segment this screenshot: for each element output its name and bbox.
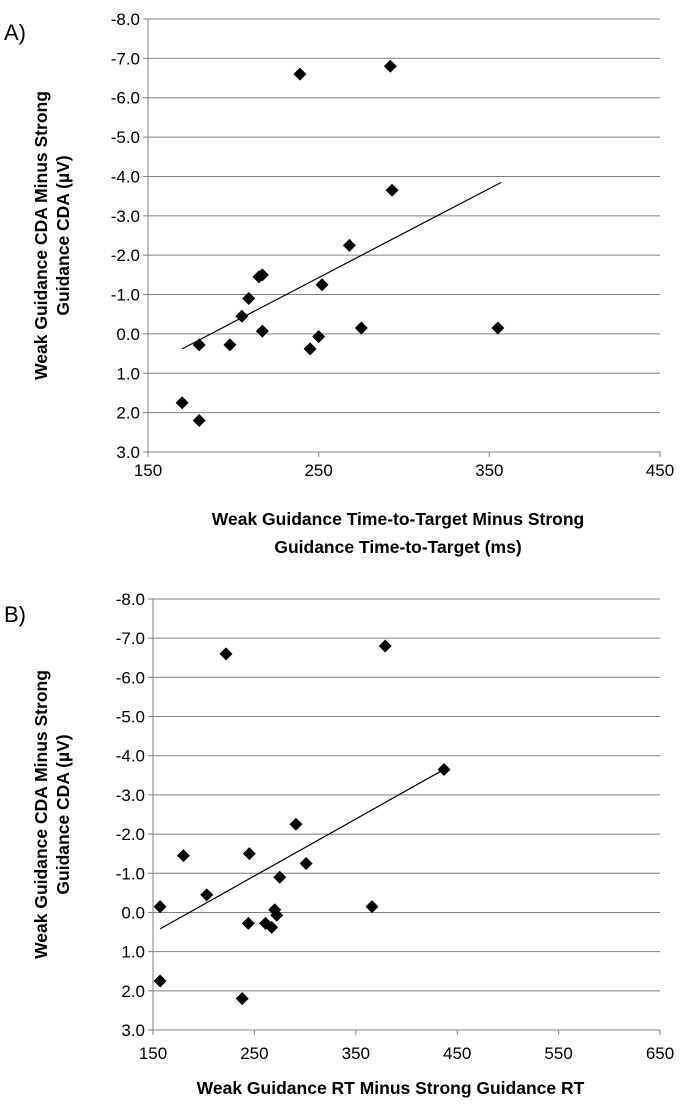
y-tick-label: -6.0 (111, 89, 140, 108)
x-tick-label: 450 (646, 461, 674, 480)
data-point (242, 291, 256, 305)
x-tick-label: 350 (342, 1044, 370, 1063)
y-axis-title: Weak Guidance CDA Minus Strong (31, 670, 51, 959)
data-point (315, 278, 329, 292)
data-point (491, 321, 505, 335)
data-point (437, 762, 451, 776)
x-tick-label: 550 (544, 1044, 572, 1063)
data-point (241, 916, 255, 930)
data-point (235, 992, 249, 1006)
data-point (175, 396, 189, 410)
data-point (303, 342, 317, 356)
data-point (200, 888, 214, 902)
data-point (383, 59, 397, 73)
panel-label: A) (4, 20, 26, 45)
y-tick-label: 3.0 (121, 1021, 145, 1040)
y-tick-label: -4.0 (111, 167, 140, 186)
data-point (293, 67, 307, 81)
data-point (270, 908, 284, 922)
data-point (223, 338, 237, 352)
y-tick-label: -3.0 (111, 207, 140, 226)
y-tick-label: -3.0 (116, 786, 145, 805)
y-tick-label: 2.0 (121, 982, 145, 1001)
chart-panel-1: A) -8.0 -7.0 -6.0 -5.0 -4.0 -3.0 -2.0 -1.0 0.0 1.0… (4, 10, 674, 557)
y-tick-label: -7.0 (111, 49, 140, 68)
x-tick-label: 650 (646, 1044, 674, 1063)
data-point (153, 900, 167, 914)
x-tick-label: 350 (475, 461, 503, 480)
data-point (354, 321, 368, 335)
y-tick-label: -7.0 (116, 629, 145, 648)
trendline (181, 181, 502, 350)
y-tick-label: 1.0 (121, 943, 145, 962)
data-point (385, 183, 399, 197)
data-point (242, 847, 256, 861)
x-axis-title: Weak Guidance RT Minus Strong Guidance R… (197, 1078, 585, 1098)
y-tick-label: 3.0 (116, 443, 140, 462)
data-point (312, 330, 326, 344)
y-axis-title: Weak Guidance CDA Minus Strong (31, 91, 51, 380)
data-point (342, 238, 356, 252)
x-tick-label: 250 (304, 461, 332, 480)
data-point (378, 639, 392, 653)
y-tick-label: -6.0 (116, 668, 145, 687)
x-axis-title: Guidance Time-to-Target (ms) (274, 537, 521, 557)
data-point (299, 856, 313, 870)
x-axis-title: Weak Guidance Time-to-Target Minus Stron… (212, 509, 584, 529)
panel-label: B) (4, 602, 26, 627)
y-tick-label: -1.0 (116, 864, 145, 883)
y-tick-label: -8.0 (111, 10, 140, 29)
y-axis-title: Guidance CDA (µV) (53, 155, 73, 315)
data-point (192, 338, 206, 352)
trendline (159, 768, 445, 930)
x-tick-label: 150 (134, 461, 162, 480)
y-tick-label: 0.0 (116, 325, 140, 344)
data-point (255, 268, 269, 282)
y-tick-label: -4.0 (116, 747, 145, 766)
data-point (153, 974, 167, 988)
y-tick-label: -1.0 (111, 286, 140, 305)
y-tick-label: -2.0 (116, 825, 145, 844)
data-point (289, 817, 303, 831)
y-tick-label: -5.0 (111, 128, 140, 147)
y-tick-label: 1.0 (116, 364, 140, 383)
data-point (192, 414, 206, 428)
x-tick-label: 450 (443, 1044, 471, 1063)
data-point (219, 647, 233, 661)
data-point (255, 324, 269, 338)
chart-panel-2: B) -8.0 -7.0 -6.0 -5.0 -4.0 -3.0 -2.0 -1.0 0.0 1.0… (4, 590, 674, 1098)
y-tick-label: 0.0 (121, 903, 145, 922)
x-tick-label: 150 (139, 1044, 167, 1063)
data-point (365, 900, 379, 914)
data-point (235, 309, 249, 323)
y-tick-label: -5.0 (116, 708, 145, 727)
x-tick-label: 250 (240, 1044, 268, 1063)
data-point (265, 920, 279, 934)
y-tick-label: -2.0 (111, 246, 140, 265)
y-tick-label: -8.0 (116, 590, 145, 609)
y-tick-label: 2.0 (116, 404, 140, 423)
data-point (176, 849, 190, 863)
data-point (273, 870, 287, 884)
y-axis-title: Guidance CDA (µV) (53, 734, 73, 894)
